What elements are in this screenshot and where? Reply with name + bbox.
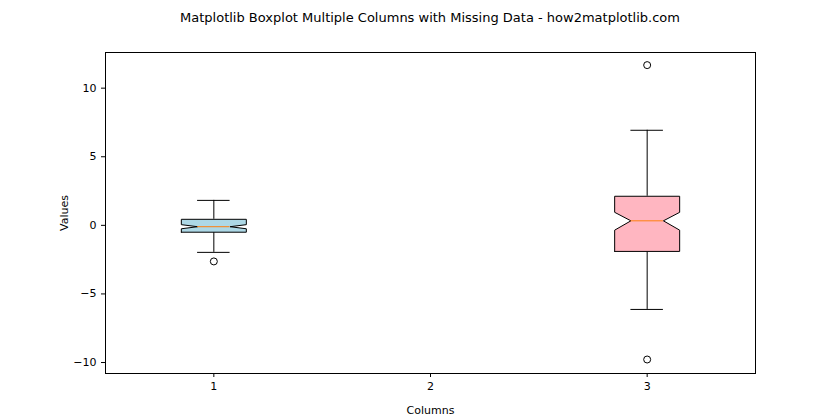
html-text:Matplotlib Boxplot Multiple Co: Matplotlib Boxplot Multiple Columns with…: [180, 10, 680, 25]
svg-text:10: 10: [83, 82, 97, 95]
svg-text:Values: Values: [58, 195, 71, 231]
svg-text:−10: −10: [73, 356, 96, 369]
svg-text:−5: −5: [80, 287, 96, 300]
svg-text:3: 3: [644, 380, 651, 393]
svg-text:5: 5: [90, 150, 97, 163]
svg-text:0: 0: [90, 219, 97, 232]
svg-text:2: 2: [427, 380, 434, 393]
svg-text:1: 1: [210, 380, 217, 393]
svg-text:Columns: Columns: [407, 404, 455, 417]
